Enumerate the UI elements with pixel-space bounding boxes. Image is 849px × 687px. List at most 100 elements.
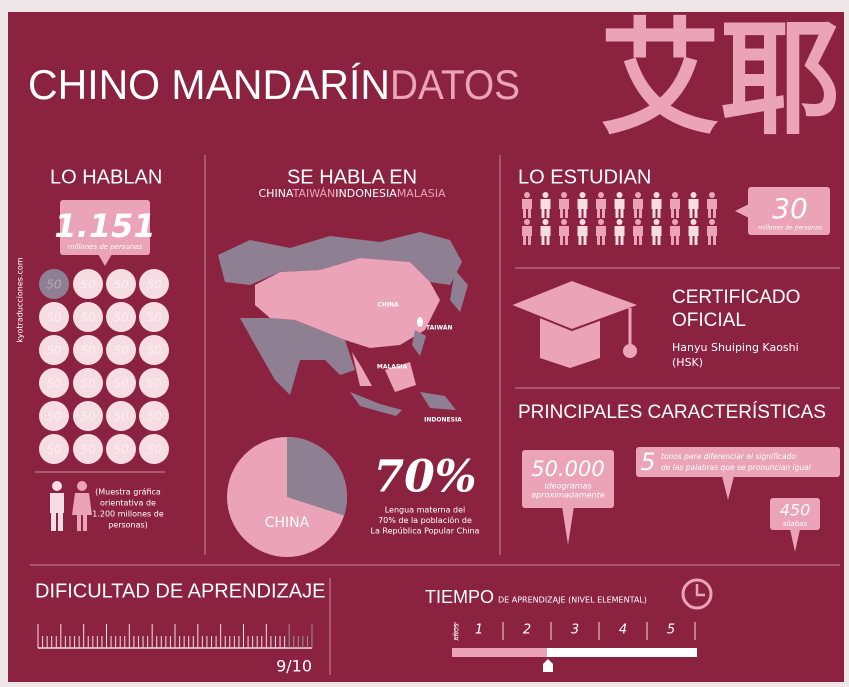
person-icon [620,209,624,218]
person-icon [657,209,661,218]
circle-label: 50 [146,344,162,358]
title-accent: DATOS [390,61,520,108]
feature-text: de las palabras que se pronuncian igual [661,463,812,472]
country: MALASIA [397,187,446,200]
pie-slice [287,437,348,516]
icon [77,515,81,531]
people-circle [73,434,103,464]
land [218,232,462,285]
person-icon [541,209,545,218]
icon [58,513,63,531]
icon [77,481,87,491]
taiwan [417,317,423,327]
person-icon [560,236,563,245]
tassel [623,344,637,358]
map-label: CHINA [377,302,399,309]
person-icon [583,209,587,218]
certificate-name: Hanyu Shuiping Kaoshi [672,341,799,354]
person-icon [708,236,711,245]
callout [748,187,830,235]
feature-text: aproximadamente [531,491,605,500]
certificate-title: CERTIFICADO [672,287,800,308]
graduation-cap [507,278,643,368]
person-icons [522,192,717,245]
heading: LO HABLAN [50,166,162,188]
callout-pointer [562,506,574,545]
malaysia [385,362,416,392]
year-label: 5 [667,623,675,638]
subheading: DE APRENDIZAJE (NIVEL ELEMENTAL) [498,596,647,605]
person-icon [524,192,530,198]
person-icon [672,192,678,198]
people-circle [39,302,69,332]
circle-label: 50 [146,377,162,391]
callout [636,447,840,477]
person-icon [651,226,662,236]
clock-icon [695,584,705,597]
person-icon [577,199,588,209]
person-icon [565,209,568,218]
person-icon [522,226,532,236]
percent: 70% [373,452,476,503]
person-icon [523,209,526,218]
axis-label: AÑOS [454,623,461,640]
person-icon [689,209,693,218]
person-icon [633,199,643,209]
person-icon [676,209,679,218]
note-line: (Muestra gráfica [95,488,161,497]
person-icon [694,236,698,245]
person-icon [524,219,530,225]
person-icon [670,226,680,236]
people-circle [73,335,103,365]
people-circle [73,269,103,299]
people-circle [106,302,136,332]
circle-label: 50 [113,377,129,391]
person-icon [616,219,623,225]
callout-pointer [722,476,734,500]
certificate-name: (HSK) [672,356,703,369]
person-icon [614,226,625,236]
person-icon [598,219,604,225]
circle-label: 50 [113,410,129,424]
ruler [37,624,313,649]
callout-pointer [98,254,112,266]
person-icon [565,236,568,245]
person-icon [689,236,693,245]
countries: CHINATAIWÁNINDONESIAMALASIA [259,187,446,200]
person-icon [616,192,623,198]
person-icon [690,192,697,198]
people-circle [39,335,69,365]
person-icon [579,192,586,198]
person-icon [651,199,662,209]
person-icon [690,219,697,225]
person-icon [633,226,643,236]
year-label: 4 [619,623,627,638]
certificate-title: OFICIAL [672,310,746,331]
china [255,258,440,348]
people-circle [106,401,136,431]
people-circle [106,269,136,299]
heading: TIEMPO [425,587,494,607]
circle-label: 50 [80,410,96,424]
circle-label: 50 [46,278,62,292]
people-circle [39,401,69,431]
people-circle [73,401,103,431]
callout-pointer [735,204,749,218]
person-icon [639,209,642,218]
person-icon [561,219,567,225]
people-circle [39,434,69,464]
circle-label: 50 [113,311,129,325]
note-line: La República Popular China [371,527,480,536]
person-icon [639,236,642,245]
country: TAIWÁN [292,187,336,200]
people-circle [139,434,169,464]
person-icon [615,209,619,218]
land [412,330,426,356]
person-icon [578,209,582,218]
pie [227,437,348,557]
people-circle [139,269,169,299]
country: INDONESIA [335,187,397,200]
circle-label: 50 [113,443,129,457]
students-total: 30 [772,192,808,225]
progress-fill [452,648,547,657]
